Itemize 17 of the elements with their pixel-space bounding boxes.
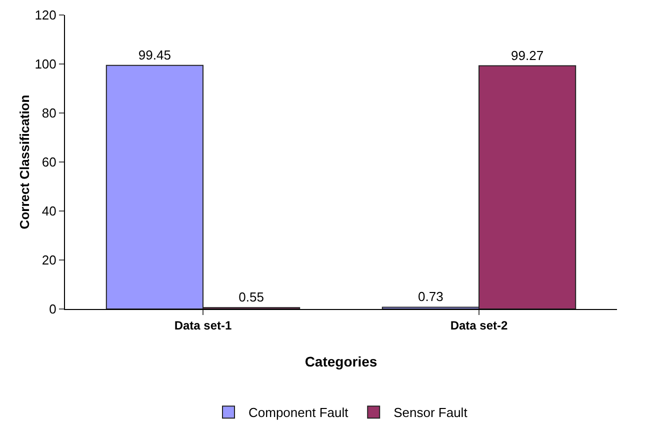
y-tick-label: 20 (42, 252, 56, 268)
y-tick-label: 0 (49, 302, 56, 317)
y-tick-label: 100 (34, 56, 56, 72)
y-tick-label: 120 (34, 8, 56, 23)
data-label: 0.55 (238, 290, 264, 305)
y-tick-label: 80 (42, 106, 56, 121)
data-label: 0.73 (418, 289, 444, 304)
x-axis-title: Categories (304, 354, 378, 370)
x-tick-label: Data set-2 (450, 318, 508, 332)
legend-label: Component Fault (248, 405, 349, 420)
x-tick-label: Data set-1 (174, 318, 232, 332)
y-axis-title: Correct Classification (17, 94, 32, 230)
data-label: 99.45 (138, 47, 171, 62)
legend-label: Sensor Fault (394, 405, 468, 420)
y-tick-label: 40 (42, 204, 56, 219)
y-tick-label: 60 (42, 154, 56, 170)
data-label: 99.27 (511, 48, 544, 63)
